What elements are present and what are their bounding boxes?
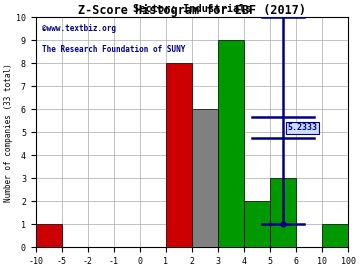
Text: ©www.textbiz.org: ©www.textbiz.org xyxy=(42,24,116,33)
Bar xyxy=(166,63,192,247)
Text: Sector: Industrials: Sector: Industrials xyxy=(132,4,251,14)
Y-axis label: Number of companies (33 total): Number of companies (33 total) xyxy=(4,63,13,202)
Bar xyxy=(270,178,296,247)
Bar xyxy=(36,224,62,247)
Bar xyxy=(322,224,348,247)
Text: 5.2333: 5.2333 xyxy=(287,123,317,132)
Bar xyxy=(192,109,218,247)
Title: Z-Score Histogram for EBF (2017): Z-Score Histogram for EBF (2017) xyxy=(78,4,306,17)
Bar xyxy=(244,201,270,247)
Text: The Research Foundation of SUNY: The Research Foundation of SUNY xyxy=(42,45,185,54)
Bar xyxy=(218,40,244,247)
